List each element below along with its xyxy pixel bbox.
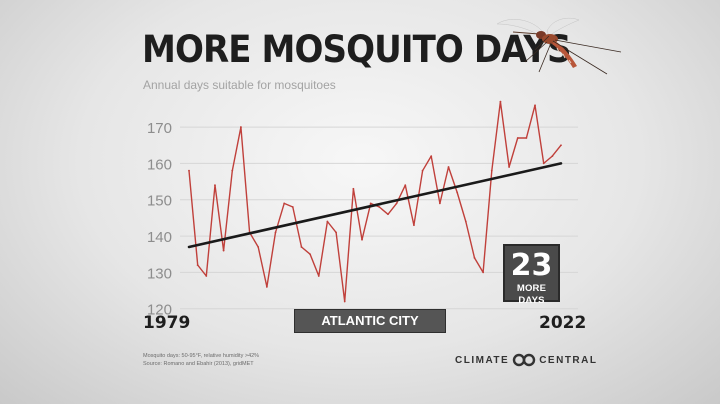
x-end-label: 2022 bbox=[539, 313, 587, 333]
chart-subtitle: Annual days suitable for mosquitoes bbox=[143, 78, 336, 92]
data-point bbox=[421, 169, 424, 172]
page-title: MORE MOSQUITO DAYS bbox=[142, 28, 572, 71]
badge-text: MORE DAYS bbox=[516, 283, 547, 306]
trend-line bbox=[187, 162, 563, 249]
data-point bbox=[274, 231, 277, 234]
brand-right: CENTRAL bbox=[539, 354, 598, 366]
footnote-line-2: Source: Romano and Ebahir (2013), gridME… bbox=[143, 361, 254, 367]
location-label: ATLANTIC CITY bbox=[294, 309, 446, 333]
data-point bbox=[534, 104, 536, 107]
data-point bbox=[309, 253, 312, 256]
data-point bbox=[343, 300, 346, 303]
data-point bbox=[378, 206, 381, 208]
data-point bbox=[326, 220, 329, 223]
data-point bbox=[551, 155, 554, 158]
data-point bbox=[456, 191, 459, 194]
mosquito-icon bbox=[496, 17, 622, 75]
data-point bbox=[196, 264, 199, 267]
badge-number: 23 bbox=[510, 248, 553, 283]
data-point bbox=[265, 286, 268, 288]
data-point bbox=[300, 246, 303, 248]
x-start-label: 1979 bbox=[143, 313, 191, 333]
y-tick-label: 160 bbox=[147, 156, 172, 173]
data-point bbox=[361, 238, 363, 241]
data-point bbox=[464, 220, 467, 223]
data-point bbox=[387, 213, 389, 216]
data-point bbox=[283, 202, 286, 205]
data-point bbox=[291, 206, 294, 208]
data-point bbox=[499, 100, 502, 103]
footnote: Mosquito days: 50-95°F, relative humidit… bbox=[143, 352, 259, 368]
data-point bbox=[438, 202, 441, 205]
footnote-line-1: Mosquito days: 50-95°F, relative humidit… bbox=[143, 353, 260, 359]
data-point bbox=[482, 271, 485, 274]
data-point bbox=[369, 202, 372, 205]
climate-central-logo: CLIMATE CENTRAL bbox=[455, 353, 597, 367]
climate-central-logo-icon bbox=[513, 353, 536, 367]
data-point bbox=[317, 275, 320, 277]
data-point bbox=[205, 275, 208, 277]
data-point bbox=[222, 249, 225, 252]
data-point bbox=[231, 169, 234, 172]
data-point bbox=[240, 126, 242, 128]
data-point bbox=[395, 202, 398, 205]
y-tick-label: 120 bbox=[147, 302, 172, 319]
data-point bbox=[525, 137, 528, 139]
data-point bbox=[404, 184, 407, 187]
data-point bbox=[188, 169, 190, 172]
data-point bbox=[335, 231, 337, 234]
data-point bbox=[516, 137, 519, 139]
data-point bbox=[214, 184, 216, 187]
data-point bbox=[430, 155, 433, 158]
data-point bbox=[352, 187, 355, 190]
data-point bbox=[413, 224, 415, 227]
y-tick-label: 150 bbox=[147, 193, 172, 210]
y-tick-label: 140 bbox=[147, 229, 172, 246]
data-point bbox=[490, 169, 493, 172]
brand-left: CLIMATE bbox=[455, 354, 510, 366]
data-point bbox=[508, 166, 510, 168]
data-point bbox=[447, 166, 450, 168]
data-point bbox=[542, 162, 545, 165]
data-point bbox=[560, 144, 562, 147]
data-point bbox=[257, 246, 260, 248]
more-days-badge: 23 MORE DAYS bbox=[503, 244, 560, 306]
y-tick-label: 170 bbox=[147, 120, 172, 137]
data-point bbox=[473, 256, 476, 259]
y-tick-label: 130 bbox=[147, 265, 172, 282]
